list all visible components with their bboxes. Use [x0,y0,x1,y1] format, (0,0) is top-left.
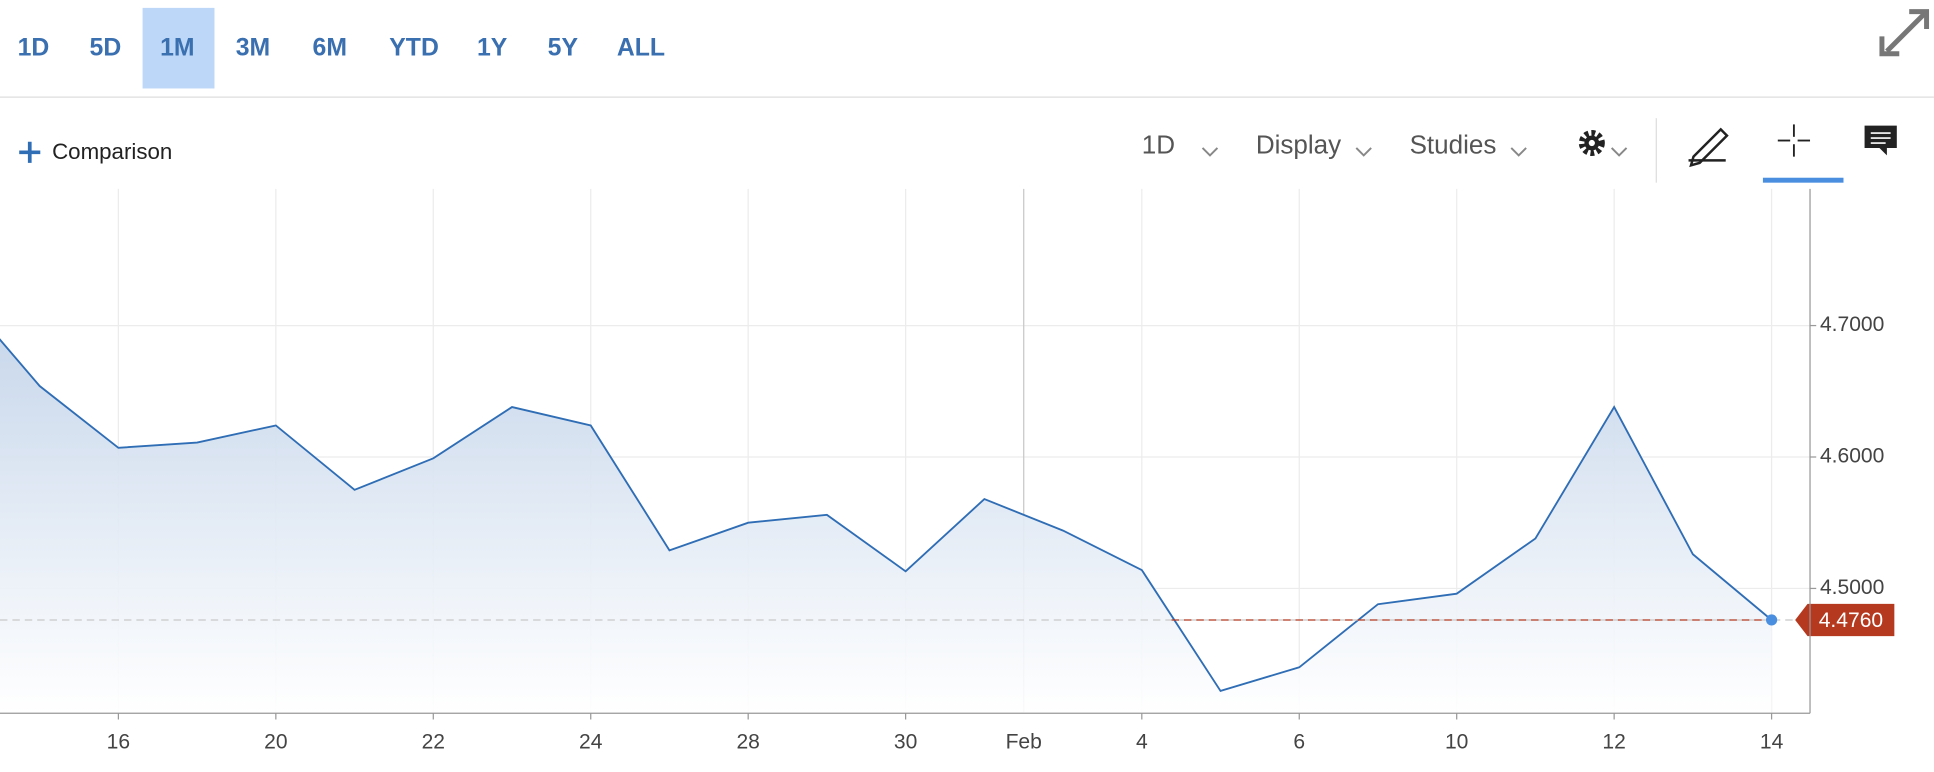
x-tick-label: 30 [894,731,917,754]
x-tick-label: 22 [422,731,445,754]
x-tick-label: 14 [1760,731,1784,754]
series-clip [0,338,1773,714]
comment-tool[interactable] [1864,125,1897,156]
x-tick-label: 12 [1602,731,1625,754]
range-button[interactable]: 6M [313,34,347,61]
settings-gear[interactable] [1578,129,1605,157]
display-dropdown[interactable]: Display [1256,130,1341,160]
x-tick-label: 20 [264,731,287,754]
comparison-button[interactable]: Comparison [19,139,172,164]
line [0,338,1773,693]
price-tag [1795,603,1895,637]
range-button[interactable]: YTD [389,34,439,61]
x-tick-label: 16 [107,731,130,754]
y-tick-label: 4.5000 [1820,576,1884,599]
comparison-label: Comparison [52,139,172,164]
interval-dropdown[interactable]: 1D [1142,130,1175,160]
range-button[interactable]: ALL [617,34,665,61]
y-tick-label: 4.7000 [1820,313,1884,336]
range-button[interactable]: 5Y [548,34,579,61]
range-button[interactable]: 1M [160,34,194,61]
range-button[interactable]: 5D [90,34,122,61]
chevrons [1201,147,1628,157]
x-tick-label: 4 [1136,731,1148,754]
studies-dropdown[interactable]: Studies [1410,130,1497,160]
range-button[interactable]: 1Y [477,34,508,61]
range-button[interactable]: 3M [236,34,270,61]
price-tag-label: 4.4760 [1819,609,1883,632]
last-point [1766,614,1778,626]
draw-tool[interactable] [1688,127,1729,168]
x-tick-label: 24 [579,731,603,754]
x-tick-label: 6 [1293,731,1305,754]
y-tick-label: 4.6000 [1820,445,1884,468]
x-tick-label: 10 [1445,731,1468,754]
x-tick-label: 28 [736,731,759,754]
month-label: Feb [1006,731,1042,754]
active-tool-underline [1762,177,1844,183]
expand-icon[interactable] [1879,9,1930,57]
selected-range-bg [142,7,215,89]
crosshair-tool[interactable] [1777,124,1811,157]
range-button[interactable]: 1D [18,34,50,61]
area [0,339,1772,714]
